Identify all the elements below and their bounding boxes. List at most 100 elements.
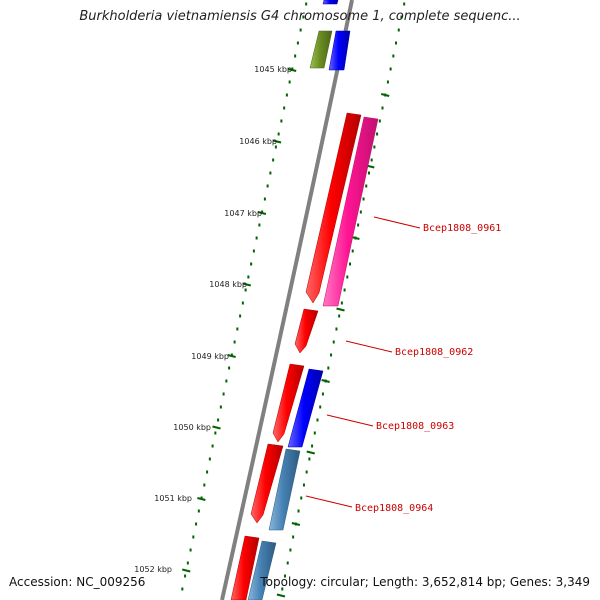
ruler-minor-tick <box>236 327 239 331</box>
ruler-minor-tick <box>343 288 346 292</box>
ruler-minor-tick <box>233 340 236 344</box>
ruler-minor-tick <box>376 132 379 136</box>
ruler-tick-label: 1051 kbp <box>154 494 192 503</box>
ruler-minor-tick <box>277 132 280 136</box>
ruler-tick-label: 1050 kbp <box>173 423 211 432</box>
ruler-minor-tick <box>274 145 277 149</box>
ruler-minor-tick <box>296 41 299 45</box>
gene-feature-red-4[interactable] <box>250 443 284 524</box>
ruler-minor-tick <box>299 28 302 32</box>
ruler-minor-tick <box>269 171 272 175</box>
ruler-minor-tick <box>302 483 305 487</box>
ruler-minor-tick <box>181 587 184 591</box>
ruler-minor-tick <box>397 28 400 32</box>
ruler-left <box>181 2 308 591</box>
ruler-minor-tick <box>252 249 255 253</box>
backbone <box>220 0 354 600</box>
ruler-minor-tick <box>255 236 258 240</box>
gene-feature-red-3[interactable] <box>272 363 305 443</box>
ruler-major-tick <box>380 93 390 97</box>
ruler-minor-tick <box>351 249 354 253</box>
ruler-minor-tick <box>338 314 341 318</box>
ruler-minor-tick <box>241 301 244 305</box>
ruler-major-tick <box>257 211 267 215</box>
ruler-minor-tick <box>359 210 362 214</box>
summary-text: Topology: circular; Length: 3,652,814 bp… <box>260 575 590 589</box>
gene-feature-steelblue-1[interactable] <box>268 448 301 531</box>
ruler-minor-tick <box>283 106 286 110</box>
ruler-minor-tick <box>281 587 284 591</box>
ruler-minor-tick <box>367 171 370 175</box>
ruler-minor-tick <box>211 444 214 448</box>
ruler-minor-tick <box>294 54 297 58</box>
gene-feature-olive[interactable] <box>309 30 333 69</box>
ruler-major-tick <box>227 354 236 358</box>
ruler-major-tick <box>336 307 345 312</box>
ruler-minor-tick <box>292 535 295 539</box>
gene-leader-line <box>326 414 374 427</box>
ruler-minor-tick <box>308 457 311 461</box>
ruler-tick-labels: 1045 kbp 1046 kbp 1047 kbp 1048 kbp 1049 kbp… <box>134 65 292 574</box>
gene-feature-red-2[interactable] <box>294 308 319 354</box>
ruler-minor-tick <box>386 80 389 84</box>
gene-feature-red-5[interactable] <box>230 535 260 600</box>
ruler-minor-tick <box>291 67 294 71</box>
gene-labels: Bcep1808_0961 Bcep1808_0962 Bcep1808_0963 B… <box>305 216 501 514</box>
ruler-major-tick <box>197 497 206 501</box>
gene-feature-red-1[interactable] <box>305 112 362 304</box>
ruler-minor-tick <box>272 158 275 162</box>
ruler-minor-tick <box>327 366 330 370</box>
ruler-minor-tick <box>349 262 351 266</box>
ruler-minor-tick <box>200 496 203 500</box>
gene-label[interactable]: Bcep1808_0961 <box>423 223 501 234</box>
gene-leader-line <box>305 495 353 508</box>
ruler-major-tick <box>306 450 315 455</box>
gene-feature-steelblue-2[interactable] <box>247 540 277 600</box>
gene-label[interactable]: Bcep1808_0963 <box>376 421 454 432</box>
ruler-minor-tick <box>203 483 206 487</box>
gene-label[interactable]: Bcep1808_0962 <box>395 347 473 358</box>
ruler-tick-label: 1047 kbp <box>224 209 262 218</box>
ruler-minor-tick <box>286 561 289 565</box>
gene-feature-blue-1[interactable] <box>328 30 351 71</box>
ruler-minor-tick <box>230 353 233 357</box>
ruler-minor-tick <box>184 574 187 578</box>
gene-leader-line <box>373 216 421 229</box>
ruler-major-tick <box>272 139 282 144</box>
ruler-tick-label: 1045 kbp <box>254 65 292 74</box>
ruler-minor-tick <box>346 275 349 279</box>
ruler-minor-tick <box>250 262 253 266</box>
ruler-major-tick <box>242 282 252 287</box>
ruler-minor-tick <box>217 418 220 422</box>
ruler-tick-label: 1049 kbp <box>191 352 229 361</box>
ruler-minor-tick <box>214 431 217 435</box>
ruler-minor-tick <box>225 379 228 383</box>
ruler-minor-tick <box>280 119 283 123</box>
gene-feature-blue-2[interactable] <box>287 368 324 448</box>
ruler-minor-tick <box>208 457 211 461</box>
ruler-minor-tick <box>219 405 222 409</box>
ruler-minor-tick <box>403 2 406 6</box>
ruler-minor-tick <box>340 301 343 305</box>
ruler-minor-tick <box>330 353 333 357</box>
ruler-tick-label: 1048 kbp <box>209 280 247 289</box>
ruler-minor-tick <box>335 327 338 331</box>
ruler-major-tick <box>321 379 330 383</box>
ruler-minor-tick <box>222 392 225 396</box>
ruler-minor-tick <box>258 223 261 227</box>
ruler-minor-tick <box>284 574 286 578</box>
ruler-tick-label: 1052 kbp <box>134 565 172 574</box>
ruler-minor-tick <box>297 509 300 513</box>
gene-leader-line <box>345 340 393 353</box>
gene-feature-pink[interactable] <box>322 116 379 307</box>
gene-label[interactable]: Bcep1808_0964 <box>355 503 433 514</box>
ruler-minor-tick <box>305 470 308 474</box>
ruler-minor-tick <box>392 54 395 58</box>
ruler-major-tick <box>276 593 286 598</box>
ruler-tick-label: 1046 kbp <box>239 137 277 146</box>
page-title: Burkholderia vietnamiensis G4 chromosome… <box>79 9 521 24</box>
ruler-minor-tick <box>357 223 360 227</box>
ruler-minor-tick <box>362 197 365 201</box>
gene-feature-blue-top[interactable] <box>322 0 339 5</box>
